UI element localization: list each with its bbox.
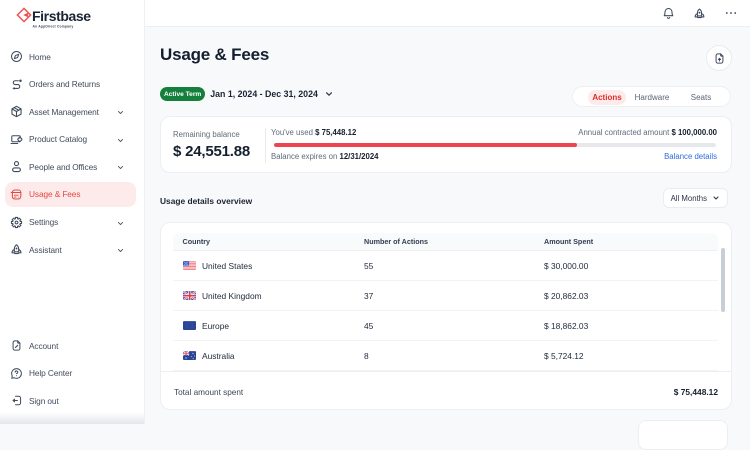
svg-text:An AppDirect Company: An AppDirect Company (33, 24, 74, 28)
svg-text:Firstbase: Firstbase (32, 8, 91, 24)
